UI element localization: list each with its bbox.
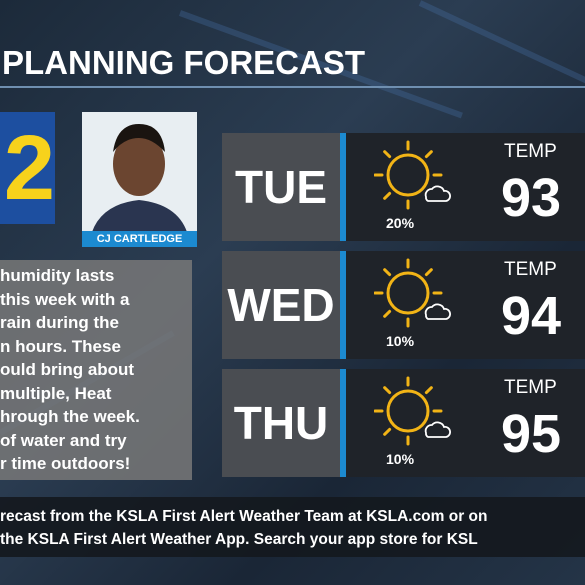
day-label: THU	[222, 369, 340, 477]
day-label: TUE	[222, 133, 340, 241]
weather-icon	[373, 376, 451, 446]
footer-line: the KSLA First Alert Weather App. Search…	[0, 531, 478, 548]
temp-label: TEMP	[504, 377, 557, 398]
message-line: r time outdoors!	[0, 454, 131, 473]
temp-value: 95	[501, 404, 562, 464]
forecast-row: TUE 20% TEMP 93	[222, 133, 585, 241]
message-line: ould bring about	[0, 360, 135, 379]
precip-chance: 10%	[386, 333, 415, 349]
message: humidity lasts this week with a rain durin…	[0, 260, 192, 480]
footer: recast from the KSLA First Alert Weather…	[0, 497, 585, 557]
day-label: WED	[222, 251, 340, 359]
icon-wrap	[373, 375, 454, 456]
forecast-panel: 10% TEMP 95	[346, 369, 585, 477]
weather-icon	[373, 258, 451, 328]
accent-bar	[340, 133, 346, 241]
forecast-row: WED 10% TEMP 94	[222, 251, 585, 359]
message-line: rain during the	[0, 313, 119, 332]
message-line: n hours. These	[0, 336, 121, 356]
message-line: of water and try	[0, 430, 127, 450]
title: PLANNING FORECAST	[0, 38, 585, 88]
icon-wrap	[373, 139, 454, 220]
accent-bar	[340, 369, 346, 477]
logo: 2	[0, 112, 55, 224]
footer-line: recast from the KSLA First Alert Weather…	[0, 508, 488, 525]
photo-art	[92, 124, 187, 232]
message-line: multiple, Heat	[0, 383, 112, 403]
forecast-panel: 10% TEMP 94	[346, 251, 585, 359]
temp-label: TEMP	[504, 259, 557, 280]
icon-wrap	[373, 257, 454, 338]
message-line: hrough the week.	[0, 407, 140, 426]
precip-chance: 20%	[386, 215, 415, 231]
temp-label: TEMP	[504, 141, 557, 162]
forecast-panel: 20% TEMP 93	[346, 133, 585, 241]
temp-value: 94	[501, 286, 562, 346]
message-line: humidity lasts	[0, 266, 115, 285]
precip-chance: 10%	[386, 451, 415, 467]
message-line: this week with a	[0, 289, 130, 309]
accent-bar	[340, 251, 346, 359]
temp-value: 93	[501, 168, 562, 228]
weather-icon	[373, 140, 451, 210]
forecast-row: THU 10% TEMP 95	[222, 369, 585, 477]
presenter-name: CJ CARTLEDGE	[82, 231, 197, 247]
presenter-photo	[82, 112, 197, 247]
